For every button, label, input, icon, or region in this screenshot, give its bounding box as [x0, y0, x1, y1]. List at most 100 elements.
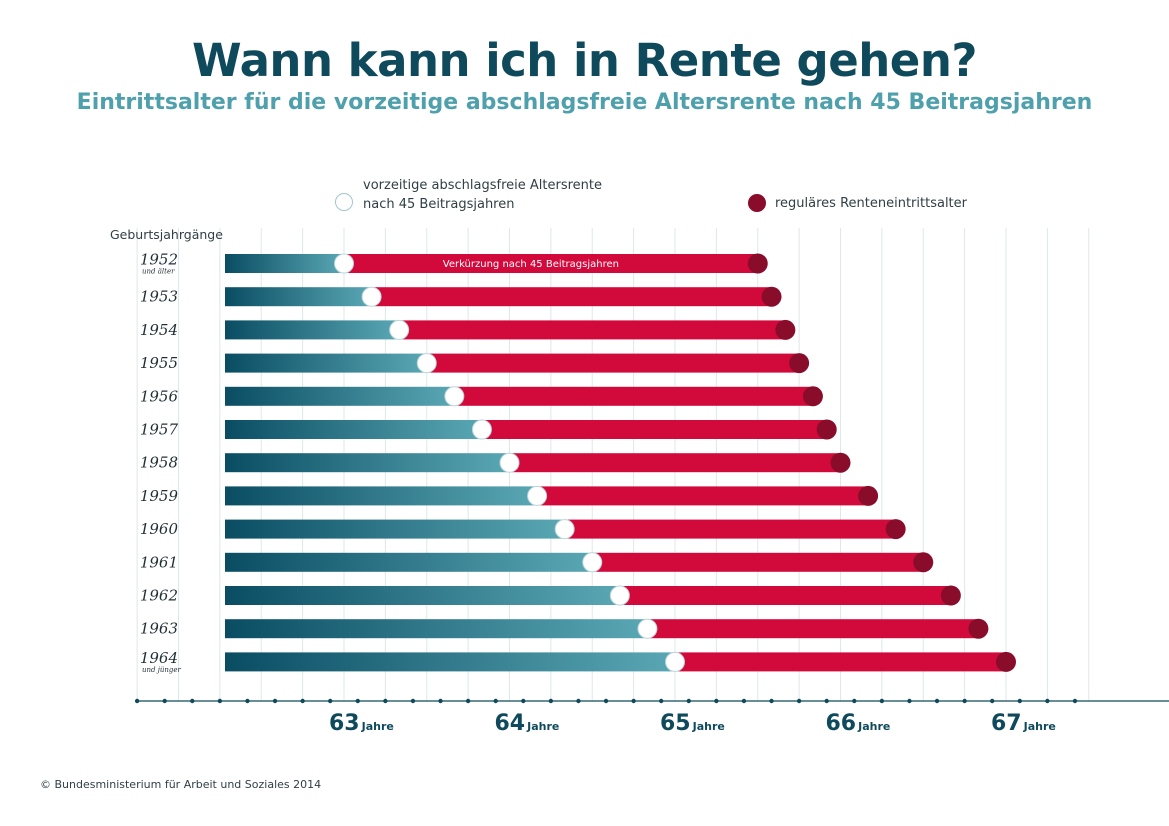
minor-tick — [879, 698, 885, 704]
minor-tick — [741, 698, 747, 704]
birth-year-note: und jünger — [142, 666, 182, 674]
bar-red — [371, 287, 772, 307]
early-age-dot — [444, 386, 465, 407]
early-age-dot — [582, 552, 603, 573]
minor-tick — [769, 698, 774, 704]
regular-age-dot — [858, 485, 879, 506]
early-age-dot — [334, 253, 354, 274]
bar-teal — [225, 353, 427, 373]
early-age-dot — [361, 286, 382, 307]
minor-tick — [1017, 698, 1022, 704]
minor-tick — [1045, 698, 1050, 704]
minor-tick — [714, 698, 719, 704]
minor-tick — [576, 698, 581, 704]
chart-subtitle: Eintrittsalter für die vorzeitige abschl… — [76, 90, 1093, 115]
bar-red — [509, 453, 841, 473]
legend-early-line2: nach 45 Beitragsjahren — [363, 197, 515, 212]
x-tick-label: 67 Jahre — [991, 711, 1056, 736]
legend-regular-label: reguläres Renteneintrittsalter — [775, 196, 967, 211]
bar-red — [454, 386, 813, 406]
bar-teal — [225, 552, 593, 572]
birth-year-label: 1956 — [140, 387, 179, 405]
regular-age-dot — [802, 386, 823, 407]
minor-tick — [245, 698, 250, 704]
bar-teal — [225, 619, 648, 639]
x-tick-unit: Jahre — [361, 720, 394, 733]
shortening-annotation: Verkürzung nach 45 Beitragsjahren — [443, 259, 619, 270]
early-age-dot — [554, 519, 575, 540]
bar-teal — [225, 386, 455, 406]
birth-year-label: 1954 — [140, 321, 178, 339]
x-tick-unit: Jahre — [692, 720, 725, 733]
bar-teal — [225, 519, 565, 539]
y-axis-label: Geburtsjahrgänge — [110, 227, 223, 242]
copyright-footer: © Bundesministerium für Arbeit und Sozia… — [40, 778, 322, 791]
minor-tick — [134, 698, 140, 704]
minor-tick — [962, 698, 967, 704]
early-age-dot — [499, 452, 520, 473]
legend-regular-marker — [748, 194, 766, 212]
minor-tick — [548, 698, 554, 704]
regular-age-dot — [761, 286, 782, 307]
bar-red — [564, 519, 896, 539]
x-tick-value: 65 — [660, 711, 691, 736]
bar-red — [675, 652, 1006, 672]
x-tick-unit: Jahre — [1023, 720, 1056, 733]
x-tick-value: 64 — [495, 711, 526, 736]
birth-year-label: 1957 — [140, 421, 179, 439]
regular-age-dot — [968, 618, 989, 639]
x-tick-label: 65 Jahre — [660, 711, 725, 736]
chart-title: Wann kann ich in Rente gehen? — [192, 34, 977, 87]
birth-year-label: 1964 — [140, 649, 178, 667]
minor-tick — [383, 698, 388, 704]
regular-age-dot — [996, 651, 1016, 672]
birth-year-label: 1958 — [140, 454, 178, 472]
bar-teal — [225, 652, 675, 672]
minor-tick — [272, 698, 278, 704]
birth-year-label: 1963 — [140, 620, 178, 638]
bar-red — [647, 619, 979, 639]
regular-age-dot — [775, 319, 796, 340]
early-age-dot — [389, 319, 410, 340]
regular-age-dot — [830, 452, 851, 473]
legend-early-label: vorzeitige abschlagsfreie Altersrente na… — [363, 176, 602, 214]
minor-tick — [493, 698, 498, 704]
x-tick-unit: Jahre — [857, 720, 890, 733]
minor-tick — [521, 698, 526, 704]
minor-tick — [465, 698, 471, 704]
birth-year-label: 1953 — [140, 288, 178, 306]
minor-tick — [300, 698, 305, 704]
early-age-dot — [609, 585, 630, 606]
minor-tick — [603, 698, 609, 704]
minor-tick — [796, 698, 802, 704]
bar-red — [481, 420, 827, 439]
x-tick-value: 67 — [991, 711, 1022, 736]
legend-early-marker — [335, 193, 353, 211]
bar-teal — [225, 420, 482, 439]
minor-tick — [934, 698, 940, 704]
minor-tick — [328, 698, 333, 704]
minor-tick — [217, 698, 223, 704]
minor-tick — [190, 698, 195, 704]
bar-red — [537, 486, 869, 506]
minor-tick — [686, 698, 691, 704]
birth-year-label: 1962 — [140, 587, 178, 605]
bar-teal — [225, 486, 538, 506]
bar-teal — [225, 287, 372, 307]
regular-age-dot — [747, 253, 768, 274]
minor-tick — [410, 698, 416, 704]
minor-tick — [1072, 698, 1078, 704]
bar-red — [619, 586, 951, 605]
bar-red — [399, 320, 786, 340]
bar-teal — [225, 453, 510, 473]
bar-red — [426, 353, 800, 373]
legend-early-line1: vorzeitige abschlagsfreie Altersrente — [363, 178, 602, 193]
bar-teal — [225, 320, 400, 340]
minor-tick — [824, 698, 829, 704]
early-age-dot — [527, 485, 548, 506]
bar-red — [344, 254, 758, 273]
birth-year-label: 1952 — [140, 251, 178, 269]
bar-red — [592, 552, 924, 572]
birth-year-label: 1961 — [140, 553, 178, 571]
